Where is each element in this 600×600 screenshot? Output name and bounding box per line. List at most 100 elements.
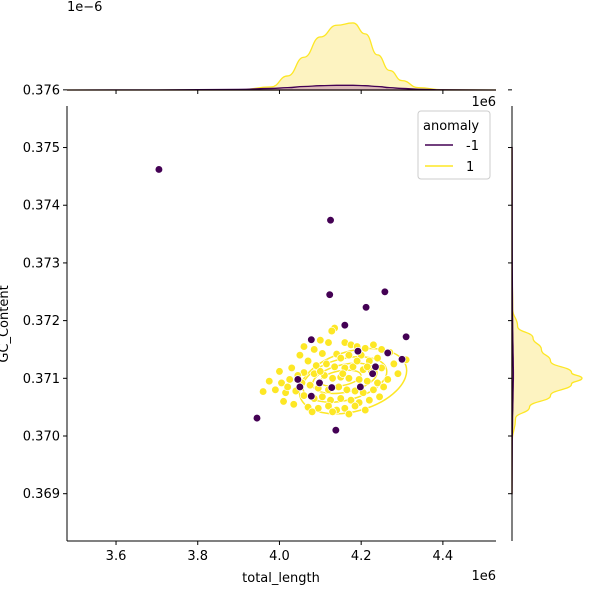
scatter-point-normal xyxy=(285,375,294,384)
scatter-point-normal xyxy=(287,363,296,373)
scatter-point-anomaly xyxy=(293,375,302,384)
x-tick-label: 4.0 xyxy=(269,549,290,564)
y-tick-label: 0.369 xyxy=(23,487,60,502)
y-axis-label: GC_Content xyxy=(0,285,12,362)
scatter-point-anomaly xyxy=(154,165,164,174)
scatter-point-normal xyxy=(271,385,280,394)
scatter-point-anomaly xyxy=(295,382,305,392)
scatter-point-normal xyxy=(389,359,399,369)
x-tick-label: 4.4 xyxy=(433,549,454,564)
scatter-point-normal xyxy=(344,374,354,383)
scatter-point-anomaly xyxy=(356,382,365,392)
scatter-point-normal xyxy=(344,409,354,419)
scatter-point-normal xyxy=(346,396,356,405)
scatter-point-anomaly xyxy=(315,378,324,388)
scatter-point-normal xyxy=(316,336,325,345)
scatter-point-normal xyxy=(299,391,309,400)
scatter-point-normal xyxy=(393,369,403,378)
scatter-point-normal xyxy=(289,400,298,409)
legend-label-minus-1: -1 xyxy=(466,139,479,154)
x-tick-label: 4.2 xyxy=(351,549,372,564)
x-ticks: 3.6 3.8 4.0 4.2 4.4 xyxy=(106,541,454,564)
scatter-point-normal xyxy=(316,367,325,376)
scatter-point-normal xyxy=(336,394,345,403)
y-tick-label: 0.370 xyxy=(23,430,60,445)
scatter-point-normal xyxy=(283,382,292,392)
legend-frame xyxy=(417,110,491,180)
right-marginal-ticks xyxy=(508,89,512,495)
scatter-point-anomaly xyxy=(307,335,316,344)
scatter-point-normal xyxy=(369,340,378,349)
scatter-point-normal xyxy=(363,377,372,386)
scatter-point-normal xyxy=(303,356,313,366)
scatter-point-normal xyxy=(295,351,305,360)
x-offset-label: 1e6 xyxy=(471,569,496,584)
scatter-point-anomaly xyxy=(252,413,262,423)
right-marginal-density-1 xyxy=(511,147,583,494)
scatter-point-anomaly xyxy=(380,287,390,296)
legend: anomaly -1 1 xyxy=(417,110,491,180)
scatter-point-normal xyxy=(348,362,358,371)
scatter-point-normal xyxy=(324,338,333,347)
y-tick-label: 0.374 xyxy=(23,199,60,214)
scatter-point-normal xyxy=(312,361,321,370)
scatter-point-normal xyxy=(344,351,354,360)
scatter-point-normal xyxy=(279,397,288,406)
scatter-point-normal xyxy=(310,345,319,354)
scatter-point-normal xyxy=(322,359,331,369)
scatter-point-normal xyxy=(330,362,339,371)
scatter-point-normal xyxy=(305,381,315,390)
scatter-point-normal xyxy=(361,344,370,353)
right-marginal xyxy=(508,89,583,541)
scatter-point-normal xyxy=(340,404,349,413)
scatter-point-normal xyxy=(379,382,388,392)
scatter-point-normal xyxy=(327,326,336,336)
y-offset-label: 1e6 xyxy=(471,95,496,110)
scatter-point-normal xyxy=(265,377,274,386)
scatter-point-anomaly xyxy=(401,332,411,341)
scatter-point-normal xyxy=(350,401,360,411)
top-marginal: 1e−6 xyxy=(66,0,497,94)
x-tick-label: 3.8 xyxy=(187,549,208,564)
scatter-point-anomaly xyxy=(368,369,377,378)
scatter-point-normal xyxy=(258,387,268,396)
scatter-point-normal xyxy=(324,401,333,411)
scatter-point-normal xyxy=(328,374,337,383)
legend-label-1: 1 xyxy=(466,160,474,175)
scatter-point-anomaly xyxy=(327,383,336,392)
top-marginal-ticks xyxy=(115,90,444,94)
scatter-point-normal xyxy=(363,362,372,371)
y-tick-label: 0.375 xyxy=(23,141,60,156)
scatter-point-anomaly xyxy=(397,355,407,364)
scatter-point-normal xyxy=(354,375,364,384)
scatter-point-normal xyxy=(373,378,382,388)
scatter-point-normal xyxy=(373,353,382,363)
scatter-point-anomaly xyxy=(361,303,371,312)
scatter-point-anomaly xyxy=(353,347,363,356)
scatter-point-normal xyxy=(299,342,309,351)
scatter-point-normal xyxy=(277,378,286,388)
scatter-point-anomaly xyxy=(371,362,380,371)
scatter-point-normal xyxy=(318,392,327,401)
scatter-point-normal xyxy=(361,405,370,415)
scatter-point-normal xyxy=(328,407,337,416)
main-axes: 3.6 3.8 4.0 4.2 4.4 0.369 0.370 0.371 0.372 0.37… xyxy=(0,83,496,586)
scatter-point-anomaly xyxy=(340,321,349,330)
scatter-point-anomaly xyxy=(307,392,316,401)
x-axis-label: total_length xyxy=(242,571,320,586)
scatter-points xyxy=(154,165,411,435)
scatter-point-normal xyxy=(314,404,323,413)
scatter-point-anomaly xyxy=(331,426,340,435)
top-marginal-density-1 xyxy=(67,22,497,91)
scatter-point-normal xyxy=(342,385,352,394)
y-tick-label: 0.371 xyxy=(23,372,60,387)
scatter-point-normal xyxy=(352,356,362,366)
scatter-point-normal xyxy=(377,345,386,354)
scatter-point-normal xyxy=(369,385,378,394)
scatter-point-anomaly xyxy=(326,216,335,225)
scatter-point-normal xyxy=(365,396,374,405)
scatter-point-anomaly xyxy=(325,290,334,299)
y-ticks: 0.369 0.370 0.371 0.372 0.373 0.374 0.375 0.376 xyxy=(23,83,67,502)
scatter-point-normal xyxy=(383,375,392,384)
